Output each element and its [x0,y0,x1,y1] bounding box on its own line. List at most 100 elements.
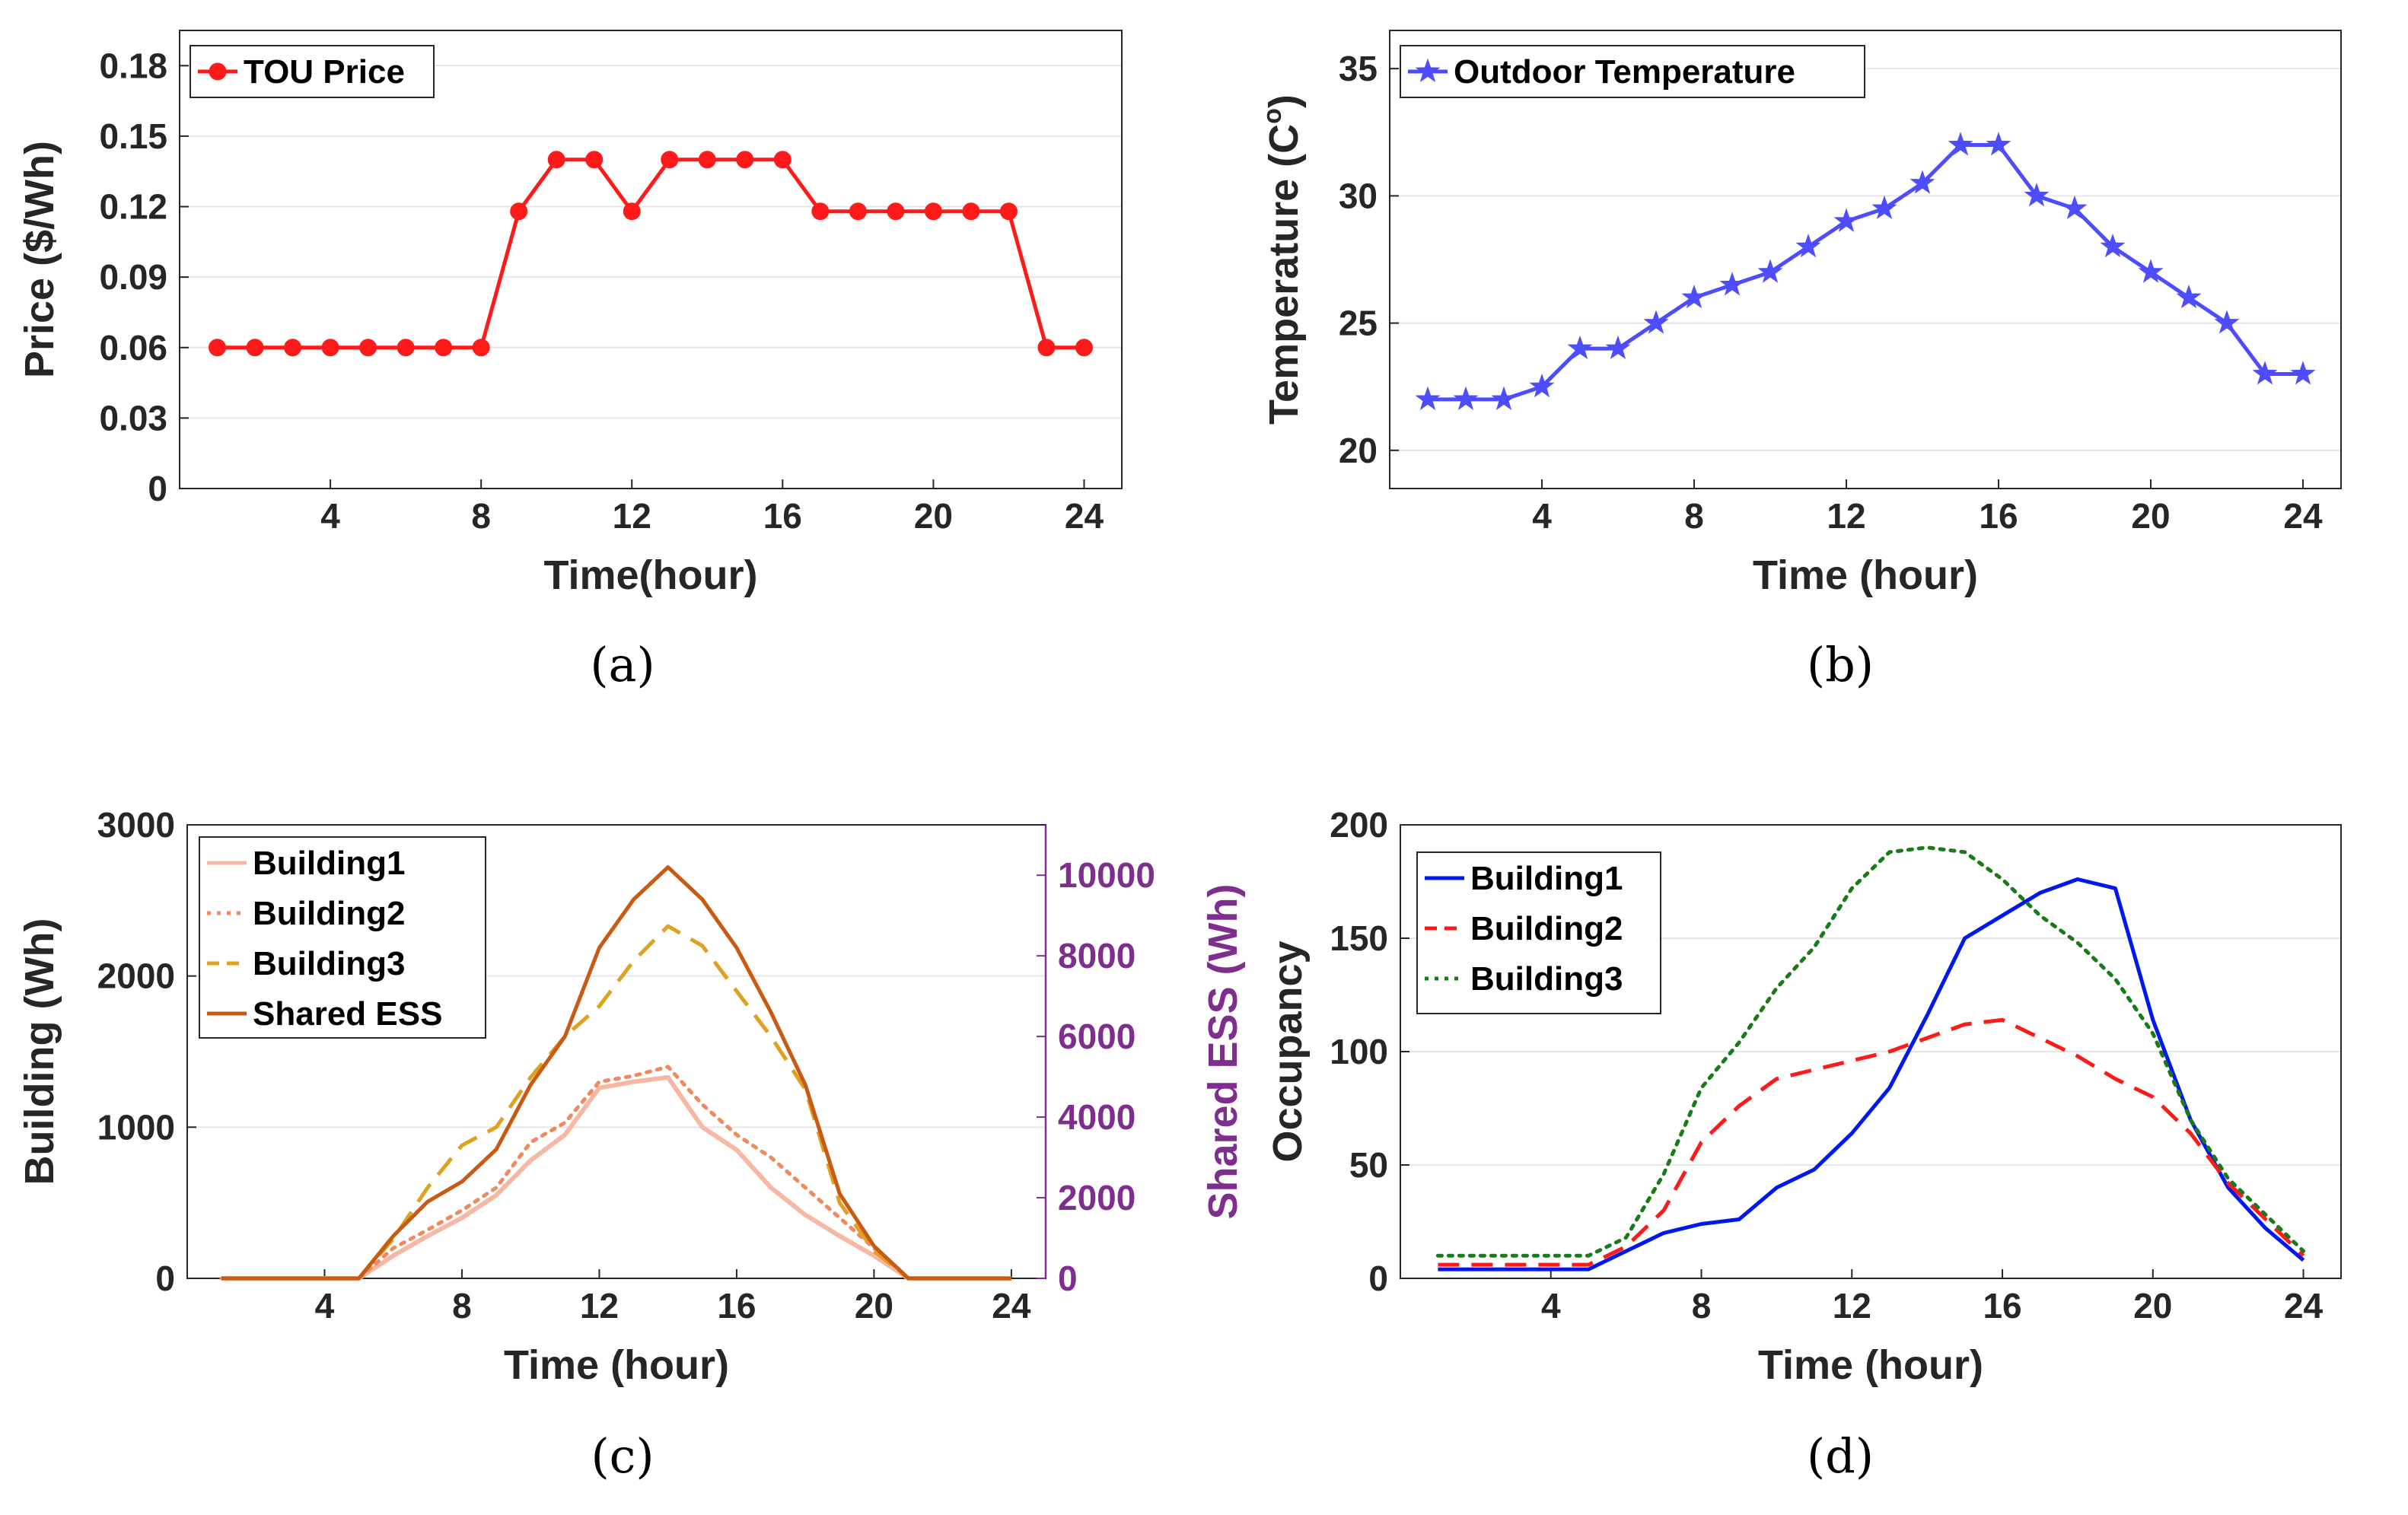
legend-label-d-1: Building2 [1470,910,1623,947]
axes-box-b [1389,30,2342,489]
point-a-0-6 [435,339,453,357]
ytick-label-c-0: 0 [155,1259,175,1298]
point-a-0-12 [661,151,679,169]
xlabel-a: Time(hour) [544,552,758,598]
ytick-right-label-c-0: 0 [1058,1259,1078,1298]
xtick-label-b-4: 20 [2131,496,2170,536]
ytick-label-d-1: 50 [1349,1145,1388,1185]
point-b-0-18 [2100,234,2126,258]
legend-label-c-0: Building1 [253,845,405,882]
ytick-label-d-3: 150 [1330,918,1388,958]
point-b-0-15 [1986,132,2011,156]
xtick-label-c-2: 12 [580,1286,619,1326]
ytick-label-a-2: 0.06 [99,328,167,368]
chart-d: 4 8 12 16 20 24 0 50 100 150 200 Time (hour) Occupan… [1265,805,2342,1484]
xtick-label-b-1: 8 [1684,496,1704,536]
ytick-label-b-2: 30 [1339,176,1378,215]
ytick-label-c-1: 1000 [97,1107,175,1147]
xlabel-b: Time (hour) [1753,552,1978,598]
point-a-0-14 [736,151,754,169]
axes-box-a [179,30,1123,489]
point-b-0-1 [1453,386,1479,410]
legend-a: TOU Price [190,45,435,98]
series-line-c-1 [219,1065,1014,1281]
ytick-right-label-c-2: 4000 [1058,1097,1136,1137]
point-b-0-2 [1491,386,1517,410]
ytick-label-a-6: 0.18 [99,46,167,85]
ytick-label-d-4: 200 [1330,805,1388,845]
point-b-0-6 [1643,310,1669,334]
ytick-label-c-3: 3000 [97,805,175,845]
legend-marker-a-0 [209,62,227,81]
ylabel-end-b: ) [1261,94,1307,108]
point-a-0-22 [1037,339,1056,357]
point-a-0-13 [698,151,716,169]
point-b-0-10 [1795,234,1821,258]
legend-label-d-2: Building3 [1470,960,1623,998]
series-line-d-1 [1438,1017,2305,1267]
ylabel-b: Temperature (Co) [1258,94,1307,425]
point-a-0-17 [849,202,867,221]
ytick-right-label-c-4: 8000 [1058,936,1136,976]
caption-d: (d) [1807,1428,1874,1484]
point-a-0-23 [1075,339,1093,357]
ytick-label-b-3: 35 [1339,49,1378,88]
ytick-label-d-0: 0 [1368,1259,1388,1298]
point-a-0-21 [999,202,1018,221]
point-b-0-20 [2176,284,2202,309]
point-a-0-8 [510,202,528,221]
legend-d: Building1 Building2 Building3 [1416,851,1661,1014]
caption-a: (a) [590,637,655,692]
legend-label-c-1: Building2 [253,895,405,932]
xtick-label-c-3: 16 [717,1286,756,1326]
series-line-c-2 [221,924,1011,1281]
point-a-0-20 [962,202,980,221]
caption-c: (c) [591,1428,654,1484]
point-a-0-3 [321,339,339,357]
xtick-label-b-5: 24 [2283,496,2323,536]
point-a-0-4 [359,339,377,357]
point-b-0-9 [1757,259,1783,283]
point-b-0-5 [1605,335,1631,360]
ylabel-a: Price ($/Wh) [17,141,62,378]
point-b-0-21 [2214,310,2240,334]
ytick-right-label-c-5: 10000 [1058,855,1155,895]
xlabel-c: Time (hour) [504,1342,729,1388]
point-b-0-0 [1415,386,1441,410]
ytick-label-b-0: 20 [1339,431,1378,470]
point-a-0-10 [585,151,604,169]
series-line-c-0 [221,1074,1011,1281]
point-b-0-11 [1833,208,1859,232]
legend-label-c-3: Shared ESS [253,995,442,1033]
xtick-label-a-4: 20 [914,496,953,536]
series-line-b-0 [1428,143,2303,402]
xtick-label-b-2: 12 [1827,496,1865,536]
xtick-label-c-5: 24 [992,1286,1031,1326]
legend-label-b-0: Outdoor Temperature [1454,53,1795,91]
legend-box-c [199,836,486,1039]
legend-box-b [1400,45,1865,98]
ylabel-right-c: Shared ESS (Wh) [1200,883,1246,1219]
series-line-a-0 [217,158,1085,350]
point-b-0-4 [1567,335,1593,360]
xtick-label-b-3: 16 [1979,496,2018,536]
legend-label-a-0: TOU Price [244,53,405,91]
ytick-label-a-0: 0 [148,469,167,508]
point-b-0-19 [2138,259,2164,283]
xtick-label-a-2: 12 [613,496,651,536]
point-b-0-16 [2024,183,2050,207]
legend-label-c-2: Building3 [253,945,405,982]
xtick-label-d-2: 12 [1833,1286,1871,1326]
ylabel-main-a: Price ($/Wh) [17,141,62,378]
point-a-0-15 [773,151,792,169]
series-line-d-0 [1438,877,2305,1272]
point-b-0-8 [1719,272,1745,296]
point-a-0-9 [547,151,565,169]
point-a-0-18 [887,202,905,221]
xtick-label-d-0: 4 [1541,1286,1561,1326]
point-b-0-14 [1948,132,1973,156]
point-a-0-19 [924,202,942,221]
ylabel-sup-b: o [1258,108,1287,124]
point-b-0-13 [1910,170,1935,194]
point-a-0-16 [811,202,830,221]
